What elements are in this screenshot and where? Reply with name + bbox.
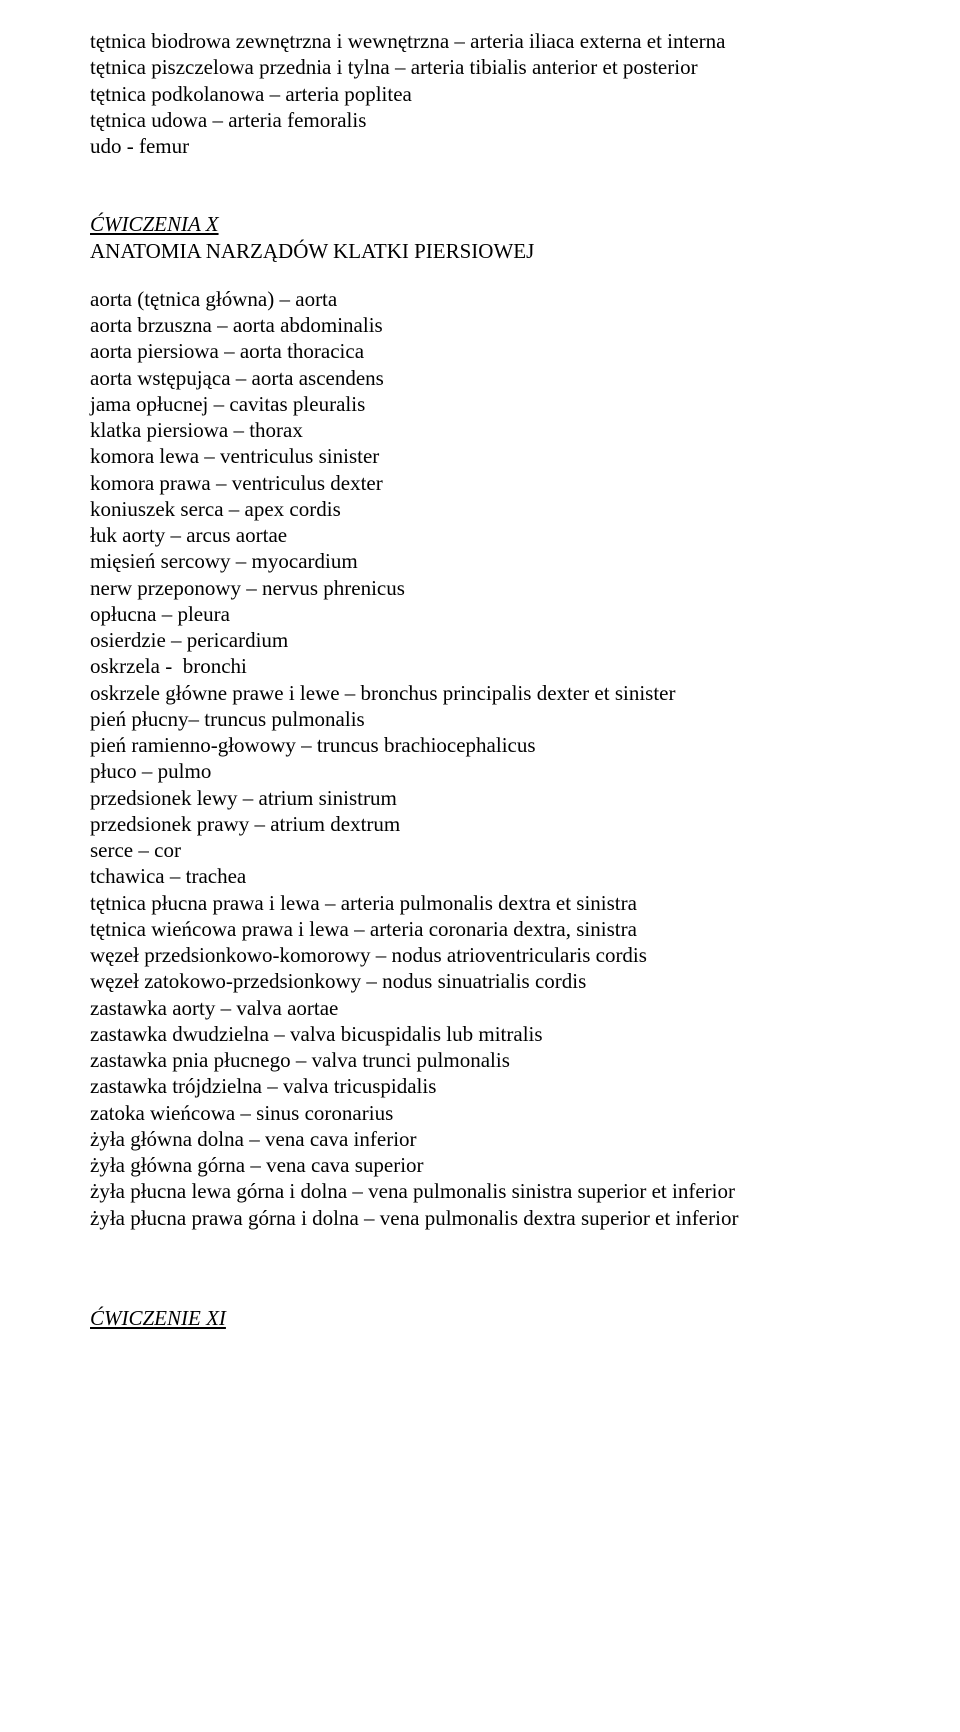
section-x-line: łuk aorty – arcus aortae xyxy=(90,522,870,548)
section-x-line: żyła płucna prawa górna i dolna – vena p… xyxy=(90,1205,870,1231)
intro-line: tętnica piszczelowa przednia i tylna – a… xyxy=(90,54,870,80)
section-x-line: tętnica płucna prawa i lewa – arteria pu… xyxy=(90,890,870,916)
intro-line: tętnica biodrowa zewnętrzna i wewnętrzna… xyxy=(90,28,870,54)
section-x-line: mięsień sercowy – myocardium xyxy=(90,548,870,574)
section-x-line: zastawka trójdzielna – valva tricuspidal… xyxy=(90,1073,870,1099)
spacer xyxy=(90,1231,870,1257)
spacer xyxy=(90,159,870,185)
intro-block: tętnica biodrowa zewnętrzna i wewnętrzna… xyxy=(90,28,870,159)
section-x-line: aorta (tętnica główna) – aorta xyxy=(90,286,870,312)
intro-line: udo - femur xyxy=(90,133,870,159)
section-x-line: węzeł przedsionkowo-komorowy – nodus atr… xyxy=(90,942,870,968)
section-x-line: komora lewa – ventriculus sinister xyxy=(90,443,870,469)
section-x-line: aorta piersiowa – aorta thoracica xyxy=(90,338,870,364)
section-x-line: koniuszek serca – apex cordis xyxy=(90,496,870,522)
section-x-line: aorta wstępująca – aorta ascendens xyxy=(90,365,870,391)
section-x-heading: ĆWICZENIA X xyxy=(90,211,870,237)
section-x-line: tchawica – trachea xyxy=(90,863,870,889)
section-x-line: pień ramienno-głowowy – truncus brachioc… xyxy=(90,732,870,758)
intro-line: tętnica podkolanowa – arteria poplitea xyxy=(90,81,870,107)
section-x-line: oskrzela - bronchi xyxy=(90,653,870,679)
section-x-line: oskrzele główne prawe i lewe – bronchus … xyxy=(90,680,870,706)
section-x-subtitle: ANATOMIA NARZĄDÓW KLATKI PIERSIOWEJ xyxy=(90,238,870,264)
section-x-line: zastawka aorty – valva aortae xyxy=(90,995,870,1021)
section-x-line: przedsionek prawy – atrium dextrum xyxy=(90,811,870,837)
section-x-line: zastawka pnia płucnego – valva trunci pu… xyxy=(90,1047,870,1073)
section-x-line: serce – cor xyxy=(90,837,870,863)
section-x-line: osierdzie – pericardium xyxy=(90,627,870,653)
section-x-line: jama opłucnej – cavitas pleuralis xyxy=(90,391,870,417)
section-x-line: aorta brzuszna – aorta abdominalis xyxy=(90,312,870,338)
section-x-line: żyła płucna lewa górna i dolna – vena pu… xyxy=(90,1178,870,1204)
spacer xyxy=(90,1257,870,1279)
section-xi-heading: ĆWICZENIE XI xyxy=(90,1305,870,1331)
section-x-line: zastawka dwudzielna – valva bicuspidalis… xyxy=(90,1021,870,1047)
section-x-line: przedsionek lewy – atrium sinistrum xyxy=(90,785,870,811)
section-x-line: nerw przeponowy – nervus phrenicus xyxy=(90,575,870,601)
spacer xyxy=(90,264,870,286)
section-x-line: żyła główna dolna – vena cava inferior xyxy=(90,1126,870,1152)
intro-line: tętnica udowa – arteria femoralis xyxy=(90,107,870,133)
section-x-line: komora prawa – ventriculus dexter xyxy=(90,470,870,496)
section-x-line: klatka piersiowa – thorax xyxy=(90,417,870,443)
section-x-line: żyła główna górna – vena cava superior xyxy=(90,1152,870,1178)
section-x-line: tętnica wieńcowa prawa i lewa – arteria … xyxy=(90,916,870,942)
section-x-line: pień płucny– truncus pulmonalis xyxy=(90,706,870,732)
section-x-line: opłucna – pleura xyxy=(90,601,870,627)
section-x-line: płuco – pulmo xyxy=(90,758,870,784)
section-x-line: zatoka wieńcowa – sinus coronarius xyxy=(90,1100,870,1126)
section-x-body: aorta (tętnica główna) – aortaaorta brzu… xyxy=(90,286,870,1231)
section-x-line: węzeł zatokowo-przedsionkowy – nodus sin… xyxy=(90,968,870,994)
